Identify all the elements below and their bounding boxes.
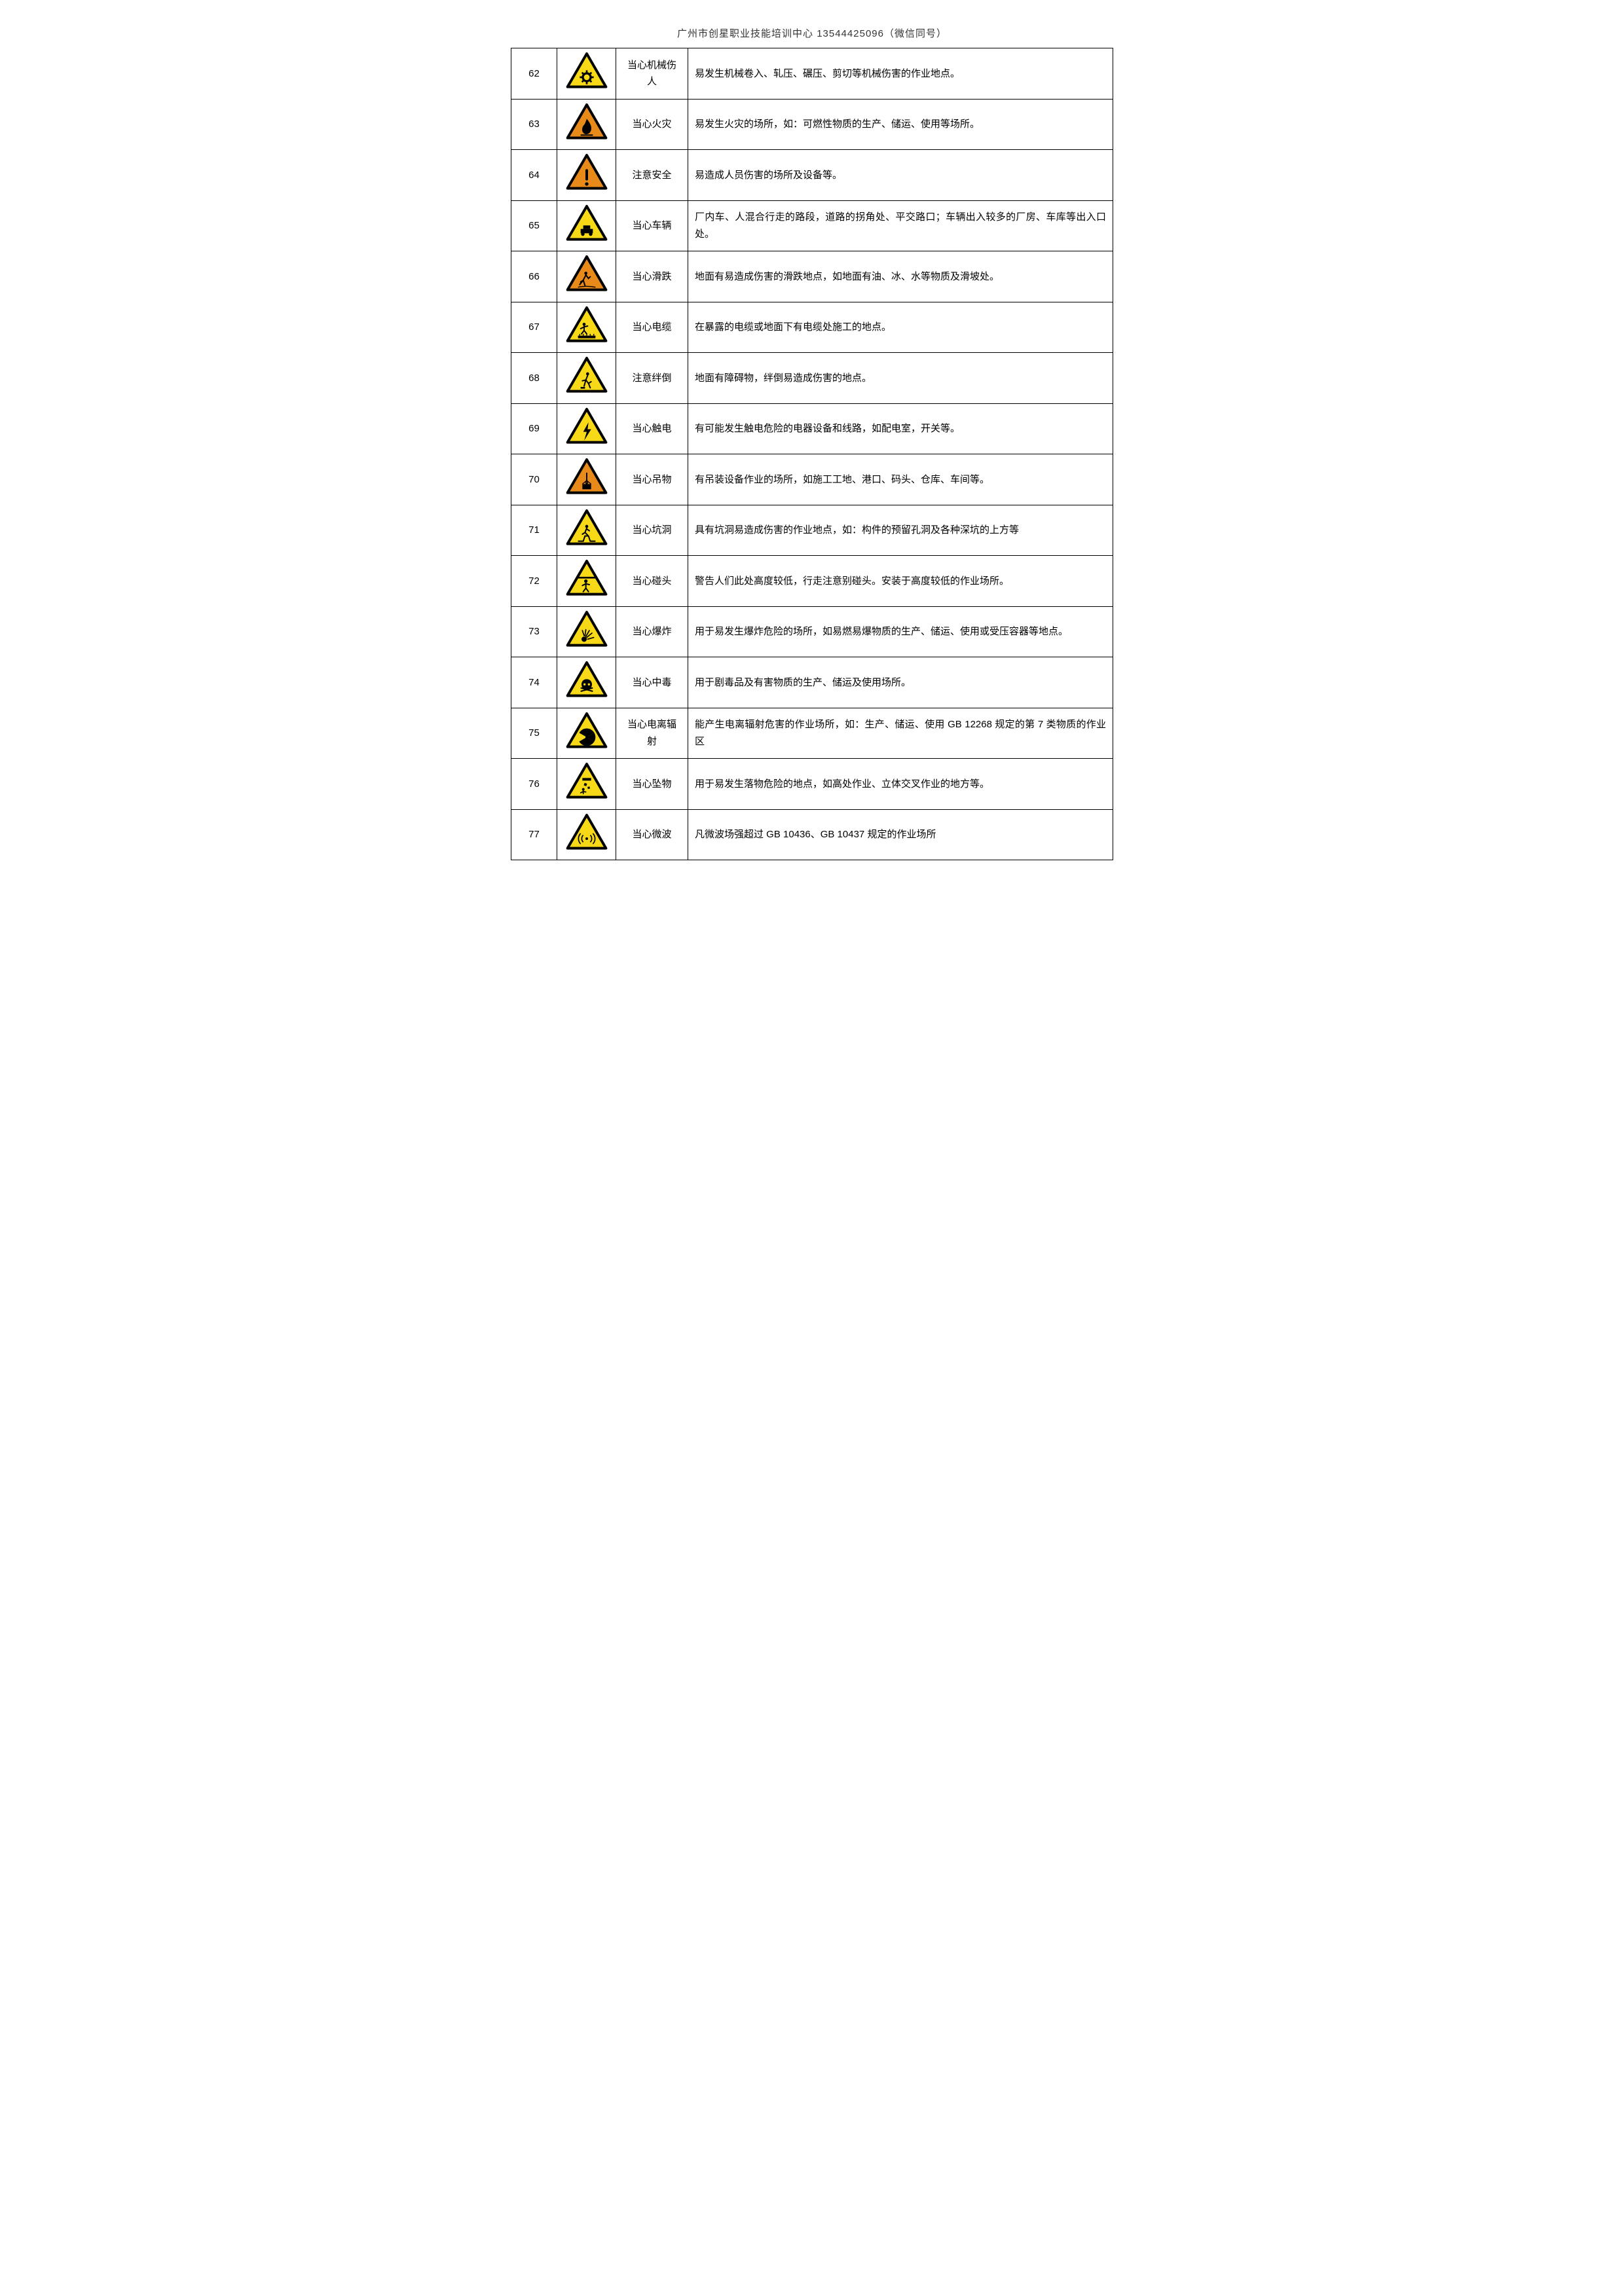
- microwave-icon: [564, 812, 609, 852]
- sign-name: 当心坠物: [616, 759, 688, 810]
- sign-description: 易发生火灾的场所，如：可燃性物质的生产、储运、使用等场所。: [688, 99, 1113, 150]
- sign-description: 易造成人员伤害的场所及设备等。: [688, 150, 1113, 201]
- gear-icon: [564, 51, 609, 90]
- falling-icon: [564, 761, 609, 801]
- sign-description: 有可能发生触电危险的电器设备和线路，如配电室，开关等。: [688, 403, 1113, 454]
- row-number: 72: [511, 556, 557, 607]
- row-number: 67: [511, 302, 557, 353]
- warning-sign-icon: [557, 99, 616, 150]
- flame-icon: [564, 102, 609, 141]
- table-row: 62 当心机械伤人易发生机械卷入、轧压、碾压、剪切等机械伤害的作业地点。: [511, 48, 1113, 100]
- trip-icon: [564, 355, 609, 395]
- row-number: 73: [511, 606, 557, 657]
- radiation-icon: [564, 711, 609, 750]
- row-number: 74: [511, 657, 557, 708]
- row-number: 75: [511, 708, 557, 759]
- sign-description: 厂内车、人混合行走的路段，道路的拐角处、平交路口；车辆出入较多的厂房、车库等出入…: [688, 200, 1113, 251]
- warning-sign-icon: [557, 251, 616, 302]
- headbump-icon: [564, 558, 609, 598]
- table-row: 69 当心触电有可能发生触电危险的电器设备和线路，如配电室，开关等。: [511, 403, 1113, 454]
- sign-name: 注意绊倒: [616, 353, 688, 404]
- row-number: 65: [511, 200, 557, 251]
- sign-name: 当心火灾: [616, 99, 688, 150]
- row-number: 76: [511, 759, 557, 810]
- warning-sign-icon: [557, 48, 616, 100]
- explode-icon: [564, 610, 609, 649]
- sign-name: 当心爆炸: [616, 606, 688, 657]
- warning-sign-icon: [557, 708, 616, 759]
- warning-sign-table: 62 当心机械伤人易发生机械卷入、轧压、碾压、剪切等机械伤害的作业地点。63 当…: [511, 48, 1113, 860]
- page: 广州市创星职业技能培训中心 13544425096（微信同号） 62 当心机械伤…: [511, 26, 1113, 860]
- sign-name: 当心机械伤人: [616, 48, 688, 100]
- sign-description: 警告人们此处高度较低，行走注意别碰头。安装于高度较低的作业场所。: [688, 556, 1113, 607]
- table-row: 70 当心吊物有吊装设备作业的场所，如施工工地、港口、码头、仓库、车间等。: [511, 454, 1113, 505]
- warning-sign-icon: [557, 200, 616, 251]
- sign-description: 用于易发生落物危险的地点，如高处作业、立体交叉作业的地方等。: [688, 759, 1113, 810]
- sign-name: 当心吊物: [616, 454, 688, 505]
- sign-name: 注意安全: [616, 150, 688, 201]
- warning-sign-icon: [557, 556, 616, 607]
- sign-name: 当心中毒: [616, 657, 688, 708]
- table-row: 74 当心中毒用于剧毒品及有害物质的生产、储运及使用场所。: [511, 657, 1113, 708]
- row-number: 77: [511, 809, 557, 860]
- warning-sign-icon: [557, 657, 616, 708]
- row-number: 62: [511, 48, 557, 100]
- sign-description: 用于易发生爆炸危险的场所，如易燃易爆物质的生产、储运、使用或受压容器等地点。: [688, 606, 1113, 657]
- table-row: 63 当心火灾易发生火灾的场所，如：可燃性物质的生产、储运、使用等场所。: [511, 99, 1113, 150]
- page-header: 广州市创星职业技能培训中心 13544425096（微信同号）: [511, 26, 1113, 40]
- table-row: 72 当心碰头警告人们此处高度较低，行走注意别碰头。安装于高度较低的作业场所。: [511, 556, 1113, 607]
- exclaim-icon: [564, 153, 609, 192]
- sign-description: 能产生电离辐射危害的作业场所，如：生产、储运、使用 GB 12268 规定的第 …: [688, 708, 1113, 759]
- sign-name: 当心电离辐射: [616, 708, 688, 759]
- table-row: 77 当心微波凡微波场强超过 GB 10436、GB 10437 规定的作业场所: [511, 809, 1113, 860]
- warning-sign-icon: [557, 809, 616, 860]
- row-number: 71: [511, 505, 557, 556]
- row-number: 63: [511, 99, 557, 150]
- sign-name: 当心碰头: [616, 556, 688, 607]
- row-number: 64: [511, 150, 557, 201]
- sign-name: 当心微波: [616, 809, 688, 860]
- table-row: 68 注意绊倒地面有障碍物，绊倒易造成伤害的地点。: [511, 353, 1113, 404]
- vehicle-icon: [564, 204, 609, 243]
- table-row: 76 当心坠物用于易发生落物危险的地点，如高处作业、立体交叉作业的地方等。: [511, 759, 1113, 810]
- sign-description: 有吊装设备作业的场所，如施工工地、港口、码头、仓库、车间等。: [688, 454, 1113, 505]
- table-row: 73 当心爆炸用于易发生爆炸危险的场所，如易燃易爆物质的生产、储运、使用或受压容…: [511, 606, 1113, 657]
- sign-name: 当心坑洞: [616, 505, 688, 556]
- sign-description: 用于剧毒品及有害物质的生产、储运及使用场所。: [688, 657, 1113, 708]
- table-row: 67 当心电缆在暴露的电缆或地面下有电缆处施工的地点。: [511, 302, 1113, 353]
- sign-name: 当心触电: [616, 403, 688, 454]
- table-row: 64 注意安全易造成人员伤害的场所及设备等。: [511, 150, 1113, 201]
- sign-description: 凡微波场强超过 GB 10436、GB 10437 规定的作业场所: [688, 809, 1113, 860]
- table-row: 65 当心车辆厂内车、人混合行走的路段，道路的拐角处、平交路口；车辆出入较多的厂…: [511, 200, 1113, 251]
- warning-sign-icon: [557, 353, 616, 404]
- warning-sign-icon: [557, 150, 616, 201]
- skull-icon: [564, 660, 609, 699]
- row-number: 68: [511, 353, 557, 404]
- row-number: 69: [511, 403, 557, 454]
- warning-sign-icon: [557, 403, 616, 454]
- sign-name: 当心滑跌: [616, 251, 688, 302]
- cable-icon: [564, 305, 609, 344]
- warning-sign-icon: [557, 606, 616, 657]
- sign-description: 地面有障碍物，绊倒易造成伤害的地点。: [688, 353, 1113, 404]
- sign-description: 在暴露的电缆或地面下有电缆处施工的地点。: [688, 302, 1113, 353]
- sign-description: 地面有易造成伤害的滑跌地点，如地面有油、冰、水等物质及滑坡处。: [688, 251, 1113, 302]
- slip-icon: [564, 254, 609, 293]
- warning-sign-icon: [557, 759, 616, 810]
- sign-description: 具有坑洞易造成伤害的作业地点，如：构件的预留孔洞及各种深坑的上方等: [688, 505, 1113, 556]
- sign-description: 易发生机械卷入、轧压、碾压、剪切等机械伤害的作业地点。: [688, 48, 1113, 100]
- bolt-icon: [564, 407, 609, 446]
- warning-sign-icon: [557, 302, 616, 353]
- row-number: 66: [511, 251, 557, 302]
- table-row: 71 当心坑洞具有坑洞易造成伤害的作业地点，如：构件的预留孔洞及各种深坑的上方等: [511, 505, 1113, 556]
- table-row: 75 当心电离辐射能产生电离辐射危害的作业场所，如：生产、储运、使用 GB 12…: [511, 708, 1113, 759]
- warning-sign-icon: [557, 454, 616, 505]
- sign-name: 当心车辆: [616, 200, 688, 251]
- sign-name: 当心电缆: [616, 302, 688, 353]
- crane-icon: [564, 457, 609, 496]
- warning-sign-icon: [557, 505, 616, 556]
- row-number: 70: [511, 454, 557, 505]
- pit-icon: [564, 508, 609, 547]
- table-row: 66 当心滑跌地面有易造成伤害的滑跌地点，如地面有油、冰、水等物质及滑坡处。: [511, 251, 1113, 302]
